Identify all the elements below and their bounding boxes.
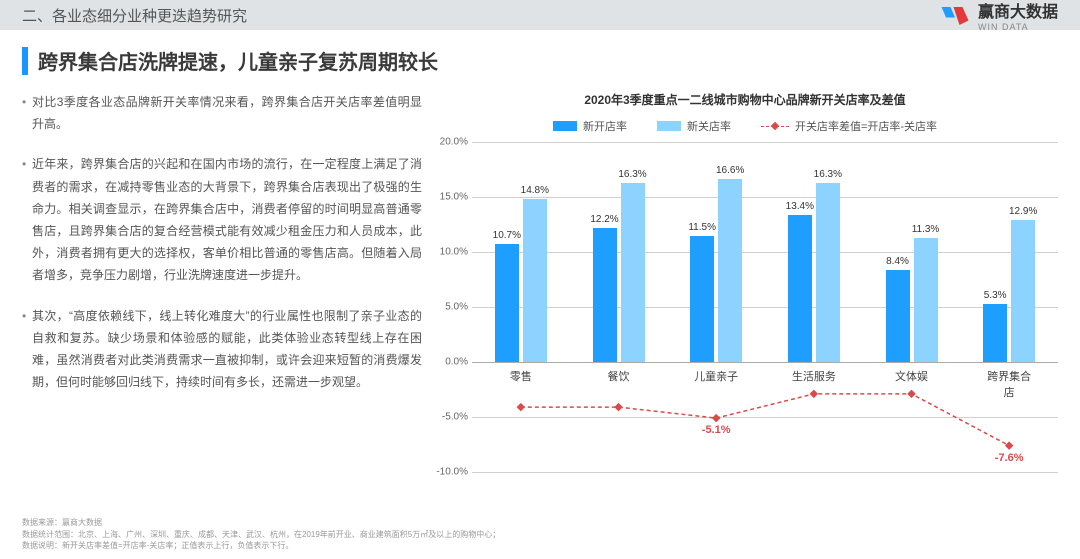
subtitle-accent-bar [22, 47, 28, 75]
page-subtitle: 跨界集合店洗牌提速，儿童亲子复苏周期较长 [38, 46, 438, 75]
bar-value-label: 5.3% [984, 290, 1007, 301]
logo-text: 赢商大数据 [978, 5, 1058, 21]
bullet-para: •对比3季度各业态品牌新开关率情况来看，跨界集合店开关店率差值明显升高。 [22, 91, 422, 135]
bar-open: 12.2% [593, 228, 617, 362]
y-axis-label: 0.0% [432, 357, 468, 368]
y-axis-label: -5.0% [432, 412, 468, 423]
logo-subtext: WIN DATA [978, 23, 1058, 32]
bar-close: 11.3% [914, 238, 938, 362]
gridline [472, 142, 1058, 143]
bar-close: 14.8% [523, 199, 547, 362]
footer-line: 数据统计范围：北京、上海、广州、深圳、重庆、成都、天津、武汉、杭州，在2019年… [22, 529, 500, 540]
legend-label-open: 新开店率 [583, 118, 627, 134]
gridline [472, 307, 1058, 308]
section-title: 二、各业态细分业种更迭趋势研究 [22, 5, 247, 26]
bullet-text: 对比3季度各业态品牌新开关率情况来看，跨界集合店开关店率差值明显升高。 [32, 91, 422, 135]
bar-value-label: 14.8% [521, 185, 549, 196]
bar-value-label: 8.4% [886, 256, 909, 267]
bar-open: 13.4% [788, 215, 812, 362]
chart-legend: 新开店率 新关店率 开关店率差值=开店率-关店率 [432, 118, 1058, 134]
subtitle-row: 跨界集合店洗牌提速，儿童亲子复苏周期较长 [22, 46, 1080, 75]
brand-logo: 赢商大数据 WIN DATA [940, 4, 1058, 33]
y-axis-label: 10.0% [432, 247, 468, 258]
y-axis-label: 15.0% [432, 192, 468, 203]
bar-value-label: 16.3% [618, 169, 646, 180]
legend-item-diff: 开关店率差值=开店率-关店率 [761, 118, 937, 134]
bar-open: 8.4% [886, 270, 910, 362]
bullet-dot: • [22, 305, 32, 394]
bar-value-label: 16.3% [814, 169, 842, 180]
legend-label-close: 新关店率 [687, 118, 731, 134]
y-axis-label: 5.0% [432, 302, 468, 313]
bullet-para: •其次，“高度依赖线下，线上转化难度大”的行业属性也限制了亲子业态的自救和复苏。… [22, 305, 422, 394]
legend-dash-diff [761, 126, 789, 127]
bar-value-label: 12.2% [590, 214, 618, 225]
x-axis-category: 餐饮 [608, 368, 630, 384]
bar-value-label: 13.4% [786, 201, 814, 212]
gridline [472, 417, 1058, 418]
legend-swatch-close [657, 121, 681, 131]
bar-value-label: 12.9% [1009, 206, 1037, 217]
footer-line: 数据来源：赢商大数据 [22, 517, 500, 528]
x-axis-category: 零售 [510, 368, 532, 384]
bar-close: 12.9% [1011, 220, 1035, 362]
bullet-text: 其次，“高度依赖线下，线上转化难度大”的行业属性也限制了亲子业态的自救和复苏。缺… [32, 305, 422, 394]
legend-item-open: 新开店率 [553, 118, 627, 134]
x-axis-category: 儿童亲子 [694, 368, 738, 384]
bullet-dot: • [22, 153, 32, 286]
footer-line: 数据说明：新开关店率差值=开店率-关店率；正值表示上行，负值表示下行。 [22, 540, 500, 551]
logo-mark-icon [940, 4, 970, 33]
diff-value-label: -7.6% [995, 452, 1024, 464]
chart-title: 2020年3季度重点一二线城市购物中心品牌新开关店率及差值 [432, 91, 1058, 108]
y-axis-label: 20.0% [432, 137, 468, 148]
section-header: 二、各业态细分业种更迭趋势研究 [0, 0, 1080, 30]
bar-value-label: 10.7% [493, 230, 521, 241]
bar-close: 16.3% [816, 183, 840, 362]
gridline [472, 197, 1058, 198]
bar-value-label: 16.6% [716, 165, 744, 176]
bar-value-label: 11.5% [688, 222, 716, 233]
chart-panel: 2020年3季度重点一二线城市购物中心品牌新开关店率及差值 新开店率 新关店率 … [432, 91, 1058, 472]
legend-item-close: 新关店率 [657, 118, 731, 134]
bar-close: 16.3% [621, 183, 645, 362]
bar-open: 11.5% [690, 236, 714, 363]
bar-open: 5.3% [983, 304, 1007, 362]
y-axis-label: -10.0% [432, 467, 468, 478]
gridline [472, 362, 1058, 363]
gridline [472, 252, 1058, 253]
bar-value-label: 11.3% [912, 224, 940, 235]
legend-label-diff: 开关店率差值=开店率-关店率 [795, 118, 937, 134]
diff-value-label: -5.1% [702, 424, 731, 436]
bullet-dot: • [22, 91, 32, 135]
gridline [472, 472, 1058, 473]
x-axis-category: 跨界集合店 [985, 368, 1034, 400]
chart-area: -10.0%-5.0%0.0%5.0%10.0%15.0%20.0%10.7%1… [472, 142, 1058, 472]
x-axis-category: 生活服务 [792, 368, 836, 384]
bullet-column: •对比3季度各业态品牌新开关率情况来看，跨界集合店开关店率差值明显升高。•近年来… [22, 91, 422, 472]
x-axis-category: 文体娱 [895, 368, 928, 384]
footer-notes: 数据来源：赢商大数据数据统计范围：北京、上海、广州、深圳、重庆、成都、天津、武汉… [22, 517, 500, 551]
bullet-text: 近年来，跨界集合店的兴起和在国内市场的流行，在一定程度上满足了消费者的需求，在减… [32, 153, 422, 286]
legend-swatch-open [553, 121, 577, 131]
bullet-para: •近年来，跨界集合店的兴起和在国内市场的流行，在一定程度上满足了消费者的需求，在… [22, 153, 422, 286]
bar-open: 10.7% [495, 244, 519, 362]
bar-close: 16.6% [718, 179, 742, 362]
